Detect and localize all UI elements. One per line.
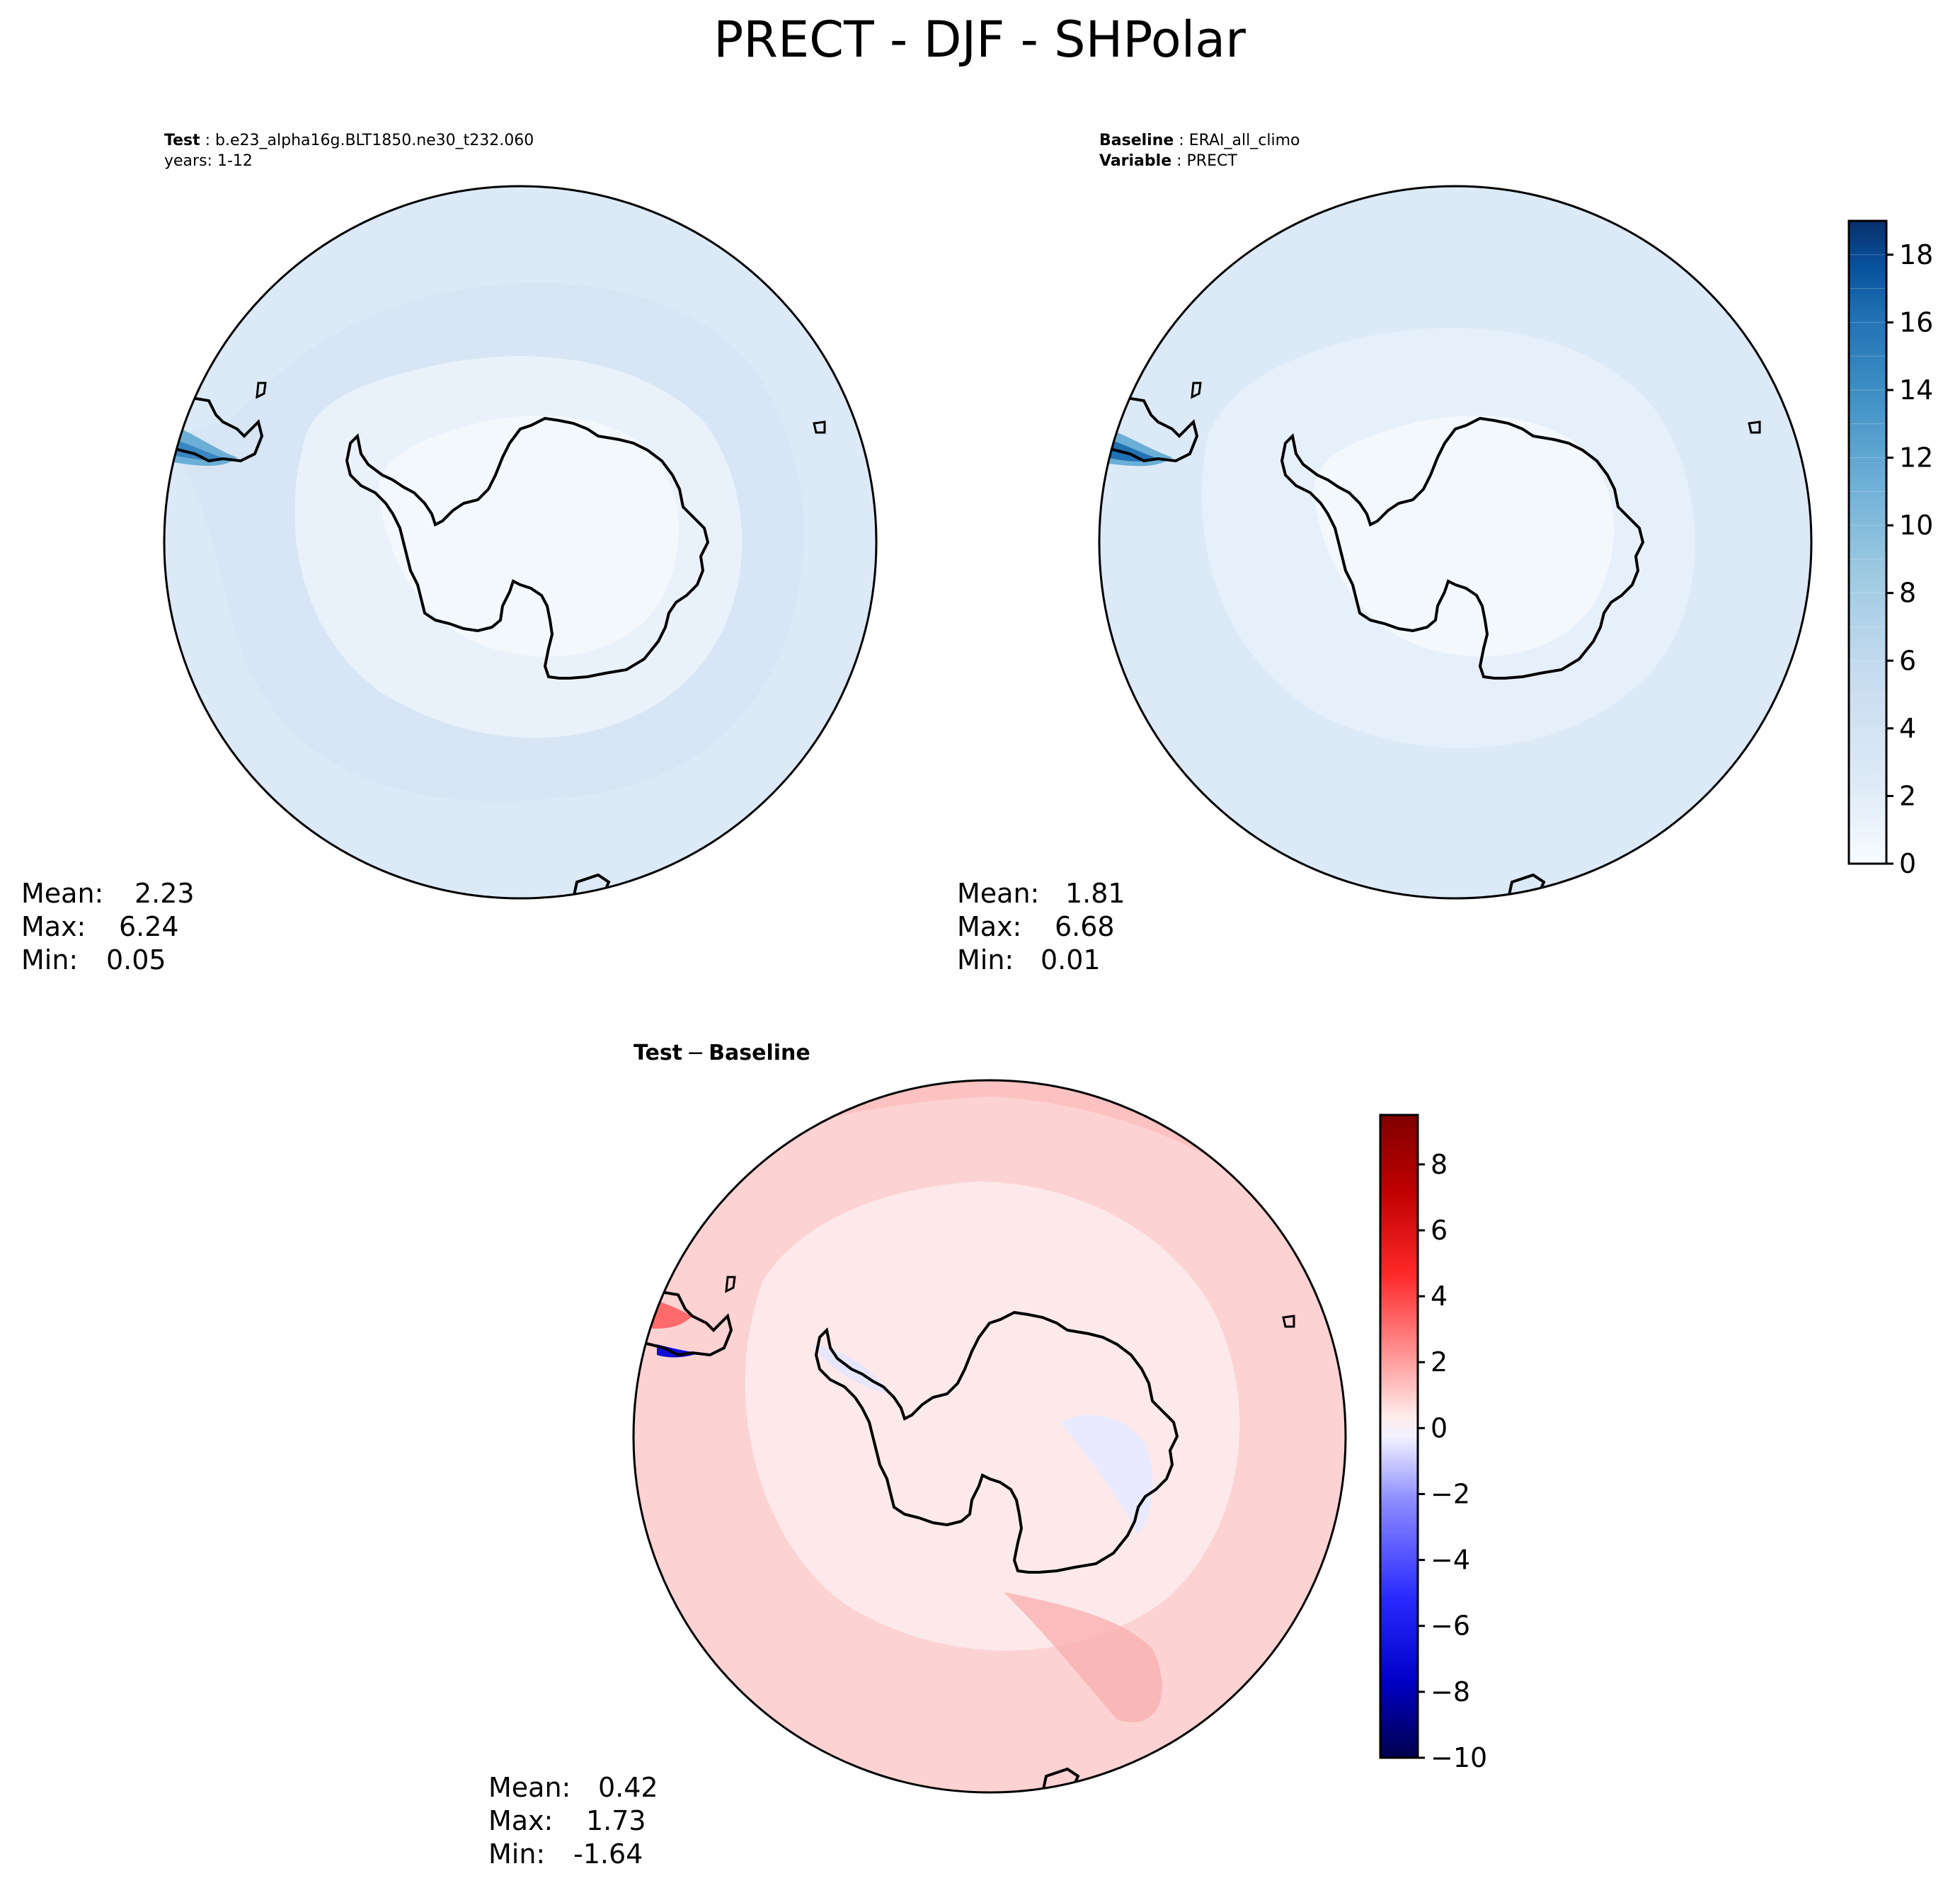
diff-stat-max: 1.73 [586,1805,646,1836]
diff-coastline-island [1282,1315,1295,1328]
seismic-colorbar-tick-label: 2 [1431,1346,1448,1378]
test-info-value: b.e23_alpha16g.BLT1850.ne30_t232.060 [215,132,534,149]
baseline-stat-max-label: Max: [957,911,1021,942]
seismic-colorbar-tick-label: 6 [1431,1215,1448,1246]
test-stat-mean: 2.23 [134,878,195,909]
seismic-colorbar-fill [1380,1115,1418,1758]
test-coastline-falklands [256,382,267,399]
variable-info-value: PRECT [1187,152,1238,170]
test-andes-core [164,436,227,461]
test-info-key: Test [164,132,200,149]
diff-positive-patch [1004,1592,1162,1722]
blues-colorbar-tick-label: 8 [1899,578,1916,609]
diff-negative-patch [1060,1415,1153,1535]
baseline-stat-min-label: Min: [957,944,1014,976]
seismic-colorbar-tick-label: 4 [1431,1281,1448,1312]
baseline-info-sep: : [1174,132,1188,149]
blues-colorbar-tick-label: 16 [1899,307,1933,338]
blues-colorbar-bands [1849,220,1886,830]
baseline-stat-mean: 1.81 [1065,878,1125,909]
test-years: years: 1-12 [164,152,253,170]
test-stat-min: 0.05 [106,944,166,976]
test-stat-min-label: Min: [21,944,78,976]
diff-title-test: Test [634,1041,682,1065]
diff-map [632,1079,1347,1794]
blues-colorbar-tick-label: 10 [1899,510,1933,541]
test-stat-max: 6.24 [119,911,179,942]
diff-coastline-falklands [725,1276,736,1293]
diff-stat-max-label: Max: [488,1805,553,1836]
diff-title-minus: − [687,1041,704,1065]
test-stat-max-label: Max: [21,911,86,942]
seismic-colorbar-tick-label: −8 [1431,1676,1470,1707]
seismic-colorbar: 8 6 4 2 0 −2 −4 −6 −8 −10 [1379,1114,1487,1773]
test-stat-mean-label: Mean: [21,878,103,909]
test-info-line1: Test : b.e23_alpha16g.BLT1850.ne30_t232.… [164,132,534,149]
blues-colorbar-frame [1847,219,1888,865]
blues-colorbar: 0 2 4 6 8 10 12 14 16 18 [1847,219,1933,879]
baseline-info-line1: Baseline : ERAI_all_climo [1099,132,1300,149]
seismic-colorbar-tick-label: −10 [1431,1742,1487,1773]
baseline-info-line2: Variable : PRECT [1099,152,1237,170]
blues-colorbar-tick-label: 2 [1899,780,1916,811]
test-map-frame [163,185,878,900]
blues-colorbar-tick-label: 14 [1899,374,1933,406]
panel-baseline: Baseline : ERAI_all_climo Variable : PRE… [957,132,1933,976]
baseline-map [1098,185,1813,900]
blues-colorbar-fill [1849,221,1886,864]
test-stats: Mean: 2.23 Max: 6.24 Min: 0.05 [21,878,195,976]
blues-colorbar-tick-label: 12 [1899,442,1933,474]
diff-stat-mean-label: Mean: [488,1772,571,1803]
seismic-colorbar-tick-label: −6 [1431,1610,1470,1642]
baseline-interior [1314,416,1614,657]
seismic-colorbar-tick-label: 8 [1431,1149,1448,1180]
seismic-colorbar-frame [1379,1114,1419,1759]
diff-stat-mean: 0.42 [598,1772,658,1803]
test-coastline-island [813,420,826,434]
baseline-stats: Mean: 1.81 Max: 6.68 Min: 0.01 [957,878,1125,976]
diff-title-baseline: Baseline [709,1041,810,1065]
blues-colorbar-tick-label: 0 [1899,848,1916,879]
diff-stat-min: -1.64 [573,1838,643,1870]
diff-title: Test − Baseline [634,1041,810,1065]
variable-info-sep: : [1171,152,1186,170]
blues-colorbar-tick-label: 6 [1899,645,1916,676]
baseline-stat-mean-label: Mean: [957,878,1039,909]
diff-stat-min-label: Min: [488,1838,545,1870]
baseline-coastline-falklands [1191,382,1202,399]
seismic-colorbar-tick-label: 0 [1431,1412,1448,1443]
diff-stats: Mean: 0.42 Max: 1.73 Min: -1.64 [488,1772,658,1870]
diff-inner-band [745,1182,1240,1651]
seismic-colorbar-tick-label: −2 [1431,1478,1470,1509]
baseline-stat-min: 0.01 [1041,944,1101,976]
baseline-coastline-island [1748,420,1761,434]
seismic-colorbar-tick-label: −4 [1431,1545,1470,1576]
blues-colorbar-tick-label: 4 [1899,713,1916,744]
baseline-info-value: ERAI_all_climo [1189,132,1300,149]
seismic-colorbar-ticks: 8 6 4 2 0 −2 −4 −6 −8 −10 [1418,1149,1487,1773]
panel-test: Test : b.e23_alpha16g.BLT1850.ne30_t232.… [21,132,878,976]
test-interior [379,416,679,657]
figure-title: PRECT - DJF - SHPolar [713,11,1246,69]
blues-colorbar-tick-label: 18 [1899,239,1933,270]
baseline-info-key: Baseline [1099,132,1174,149]
test-info-sep: : [200,132,215,149]
variable-info-key: Variable [1099,152,1171,170]
test-map [163,185,878,900]
baseline-map-frame [1098,185,1813,900]
baseline-stat-max: 6.68 [1055,911,1115,942]
blues-colorbar-ticks: 0 2 4 6 8 10 12 14 16 18 [1886,239,1933,879]
diff-map-frame [632,1079,1347,1794]
panel-difference: Test − Baseline Mean: 0.42 [488,1041,1487,1870]
